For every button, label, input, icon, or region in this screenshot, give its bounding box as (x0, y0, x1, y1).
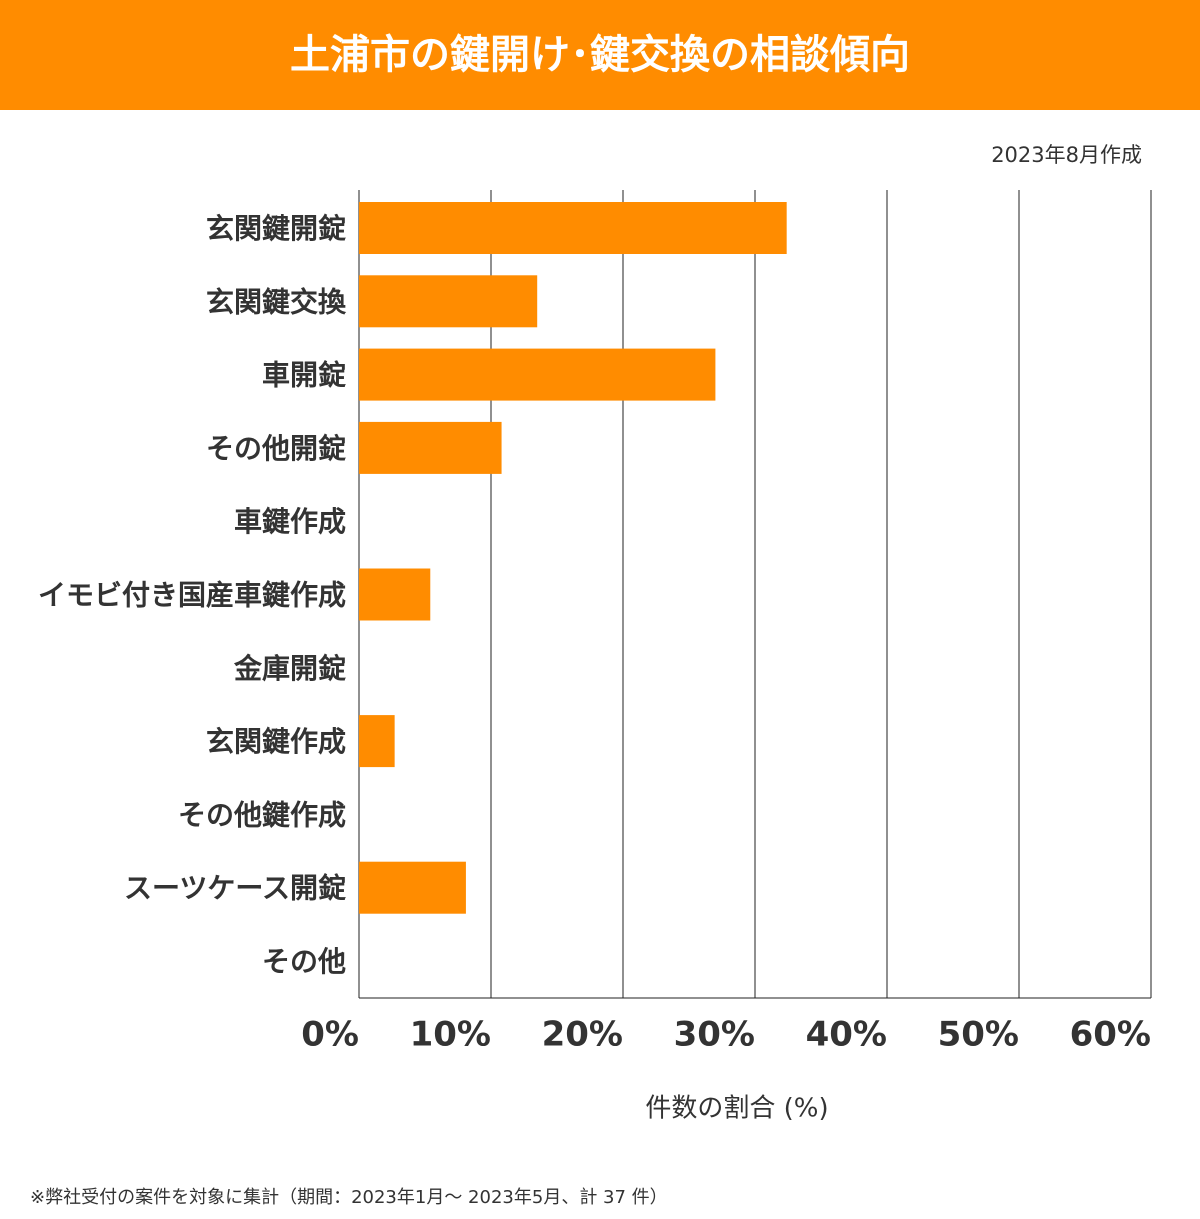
bar (359, 421, 502, 474)
bar (359, 861, 466, 914)
y-tick-label: 車鍵作成 (234, 505, 346, 538)
x-axis-label: 件数の割合 (%) (645, 1094, 828, 1124)
y-tick-label: イモビ付き国産車鍵作成 (38, 579, 346, 612)
y-tick-label: 玄関鍵開錠 (206, 212, 346, 245)
x-tick-label: 60% (1070, 1015, 1151, 1055)
y-tick-label: 金庫開錠 (233, 652, 346, 685)
subtitle: 2023年8月作成 (991, 143, 1142, 167)
y-tick-label: 車開錠 (262, 359, 346, 392)
bar (359, 202, 787, 254)
y-tick-label: 玄関鍵作成 (206, 725, 346, 758)
x-tick-label: 50% (938, 1015, 1019, 1055)
bar (359, 275, 538, 328)
y-tick-label: 玄関鍵交換 (206, 285, 347, 318)
x-tick-label: 0% (301, 1015, 359, 1055)
x-tick-label: 40% (806, 1015, 887, 1055)
y-tick-label: その他開錠 (206, 432, 346, 465)
bar (359, 568, 431, 621)
x-tick-label: 30% (674, 1015, 755, 1055)
footnote: ※弊社受付の案件を対象に集計（期間：2023年1月～ 2023年5月、計 37 … (30, 1187, 668, 1208)
bar (359, 715, 395, 768)
y-tick-label: その他 (262, 945, 346, 978)
y-tick-label: スーツケース開錠 (124, 872, 346, 905)
y-tick-label: その他鍵作成 (178, 798, 346, 831)
chart-title: 土浦市の鍵開け･鍵交換の相談傾向 (290, 32, 910, 78)
x-tick-label: 10% (410, 1015, 491, 1055)
header-band (0, 0, 1200, 110)
bar (359, 348, 716, 401)
x-tick-label: 20% (542, 1015, 623, 1055)
